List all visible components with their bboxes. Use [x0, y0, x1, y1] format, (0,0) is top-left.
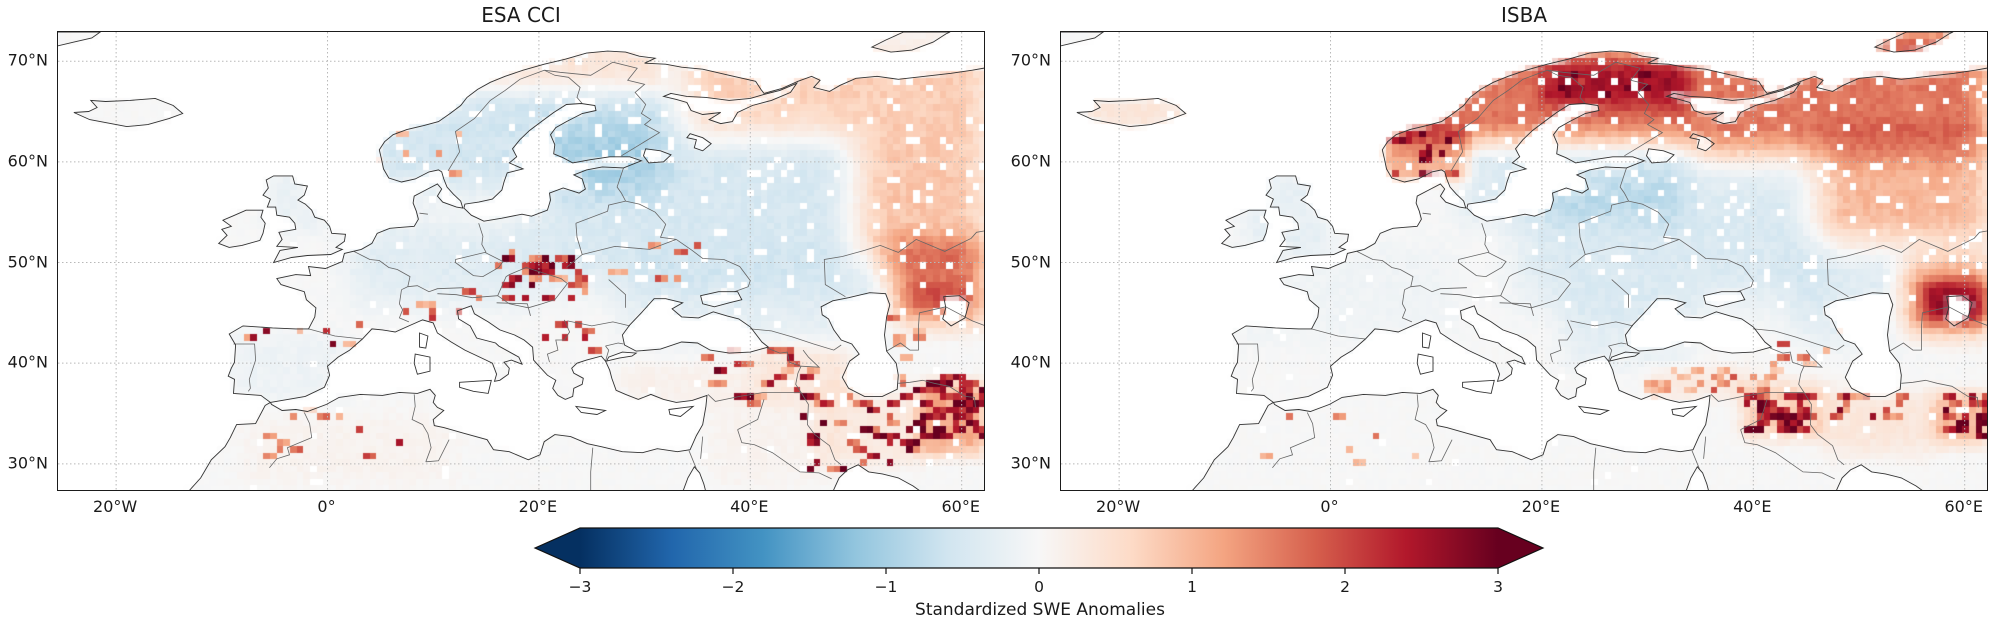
colorbar-tick-label: 0	[1034, 578, 1044, 596]
lon-tick-label: 20°E	[518, 497, 558, 516]
colorbar-tick-label: −2	[722, 578, 745, 596]
panel-title-esa-cci: ESA CCI	[481, 3, 561, 27]
lon-tick-label: 40°E	[730, 497, 769, 516]
lon-tick-label: 0°	[1320, 497, 1339, 516]
map-plot-esa-cci	[57, 31, 985, 491]
lat-tick-label: 40°N	[7, 352, 48, 372]
colorbar-tick-label: −1	[875, 578, 898, 596]
lon-tick-label: 20°E	[1521, 497, 1561, 516]
colorbar-graphic: −3 −2 −1 0 1 2 3	[533, 527, 1545, 596]
colorbar-tick-label: −3	[569, 578, 592, 596]
lat-tick-label: 40°N	[1010, 352, 1051, 372]
coastline-gridline-layer	[58, 32, 984, 490]
lon-tick-label: 60°E	[1944, 497, 1983, 516]
colorbar-label: Standardized SWE Anomalies	[915, 600, 1165, 620]
lat-tick-label: 70°N	[1010, 50, 1051, 70]
swe-anomaly-raster	[1061, 32, 1987, 490]
map-plot-isba	[1060, 31, 1988, 491]
lat-tick-label: 50°N	[7, 252, 48, 271]
lon-tick-label: 20°W	[93, 497, 138, 516]
colorbar-tick-label: 3	[1493, 578, 1503, 596]
lat-tick-label: 50°N	[1010, 252, 1051, 271]
lat-tick-label: 60°N	[7, 151, 48, 171]
colorbar-tick-label: 2	[1340, 578, 1350, 596]
lon-tick-label: 0°	[317, 497, 336, 516]
panel-title-isba: ISBA	[1501, 3, 1547, 27]
lat-tick-label: 70°N	[7, 50, 48, 70]
swe-anomaly-raster	[58, 32, 984, 490]
colorbar: −3 −2 −1 0 1 2 3 Standardized SWE Anomalies	[515, 522, 1565, 628]
lon-tick-label: 40°E	[1733, 497, 1772, 516]
map-panel-isba: ISBA 70°N 60°N 50°N 40°N 30°N 20°W 0° 20°E 40°E 6…	[1011, 3, 1988, 516]
lon-tick-label: 20°W	[1096, 497, 1141, 516]
lon-tick-label: 60°E	[941, 497, 980, 516]
lat-tick-label: 60°N	[1010, 151, 1051, 171]
lat-tick-label: 30°N	[1010, 453, 1051, 473]
coastline-gridline-layer	[1061, 32, 1987, 490]
lat-tick-label: 30°N	[7, 453, 48, 473]
colorbar-tick-label: 1	[1187, 578, 1197, 596]
map-panel-esa-cci: ESA CCI 70°N 60°N 50°N 40°N 30°N 20°W 0° 20°E 40…	[8, 3, 985, 516]
